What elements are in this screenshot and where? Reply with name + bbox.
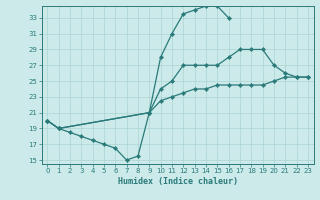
X-axis label: Humidex (Indice chaleur): Humidex (Indice chaleur) — [118, 177, 237, 186]
